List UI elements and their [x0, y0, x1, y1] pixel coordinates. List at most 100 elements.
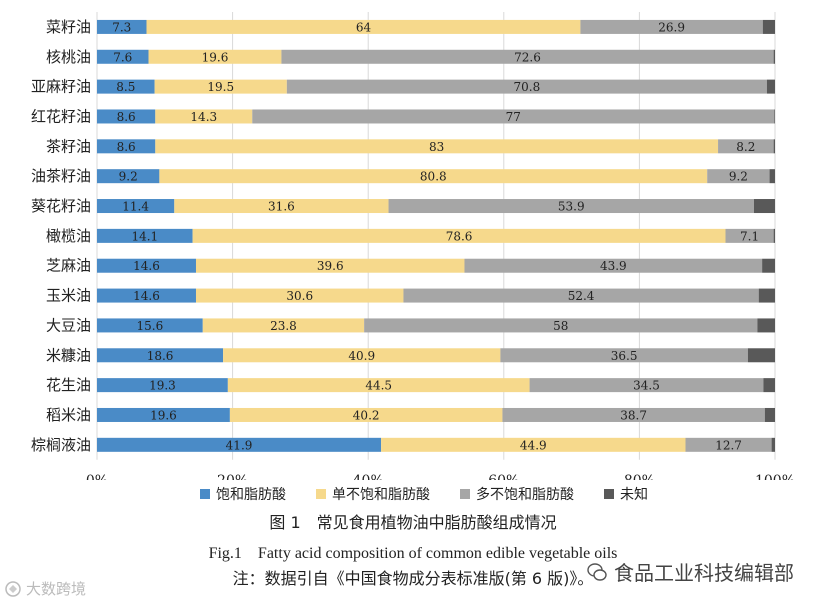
bar-segment	[718, 139, 774, 154]
data-label: 80.8	[420, 170, 447, 184]
bar-segment	[155, 109, 253, 124]
bar-segment	[159, 169, 708, 184]
legend: 饱和脂肪酸 单不饱和脂肪酸 多不饱和脂肪酸 未知	[200, 484, 720, 504]
data-label: 19.5	[207, 80, 234, 94]
data-label: 43.9	[600, 259, 627, 273]
bar-segment	[195, 258, 465, 273]
data-label: 14.3	[190, 110, 217, 124]
category-label: 橄榄油	[46, 227, 91, 245]
data-label: 19.6	[202, 50, 229, 64]
data-label: 53.9	[558, 200, 585, 214]
category-label: 花生油	[46, 376, 91, 394]
legend-swatch	[604, 489, 614, 499]
bar-segment	[227, 378, 530, 393]
bar-segment	[97, 109, 156, 124]
bar-segment	[252, 109, 775, 124]
data-label: 19.3	[149, 379, 176, 393]
legend-label: 单不饱和脂肪酸	[332, 487, 430, 503]
category-label: 亚麻籽油	[31, 78, 91, 96]
data-label: 30.6	[286, 289, 313, 303]
data-label: 52.4	[568, 289, 595, 303]
category-label: 油茶籽油	[31, 167, 91, 185]
data-label: 8.5	[116, 80, 135, 94]
bar-segment	[202, 318, 365, 333]
data-label: 34.5	[633, 379, 660, 393]
legend-swatch	[460, 489, 470, 499]
category-label: 大豆油	[46, 316, 91, 334]
bar-segment	[773, 49, 775, 64]
data-label: 12.7	[715, 438, 742, 452]
data-label: 8.6	[117, 110, 136, 124]
watermark-publisher: 食品工业科技编辑部	[586, 557, 794, 586]
data-label: 15.6	[137, 319, 164, 333]
legend-label: 饱和脂肪酸	[216, 487, 286, 503]
bar-segment	[763, 378, 775, 393]
bar-segment	[725, 228, 774, 243]
bar-segment	[757, 318, 775, 333]
bar-segment	[766, 79, 775, 94]
data-label: 39.6	[317, 259, 344, 273]
x-tick-label: 0%	[86, 473, 108, 480]
bar-segment	[773, 139, 775, 154]
bar-segment	[229, 407, 503, 422]
bar-segment	[97, 437, 382, 452]
category-label: 稻米油	[46, 406, 91, 424]
data-label: 44.5	[365, 379, 392, 393]
data-label: 41.9	[226, 438, 253, 452]
bar-segment	[580, 19, 763, 34]
data-label: 9.2	[119, 170, 138, 184]
x-tick-label: 60%	[488, 473, 519, 480]
data-label: 14.1	[131, 229, 158, 243]
legend-swatch	[316, 489, 326, 499]
bar-segment	[155, 139, 719, 154]
figure-caption-chinese: 图 1 常见食用植物油中脂肪酸组成情况	[269, 513, 557, 532]
bar-segment	[685, 437, 772, 452]
bar-segment	[148, 49, 282, 64]
wechat-icon	[587, 562, 607, 581]
legend-item-poly: 多不饱和脂肪酸	[460, 484, 574, 504]
bar-segment	[500, 348, 748, 363]
x-tick-label: 80%	[624, 473, 655, 480]
bar-segment	[97, 19, 147, 34]
bar-segment	[753, 199, 775, 214]
watermark-source-text: 大数跨境	[26, 580, 87, 598]
category-label: 棕榈液油	[31, 436, 91, 454]
bar-segment	[769, 169, 775, 184]
bar-segment	[771, 437, 775, 452]
data-label: 14.6	[133, 259, 160, 273]
data-label: 8.6	[117, 140, 136, 154]
data-label: 31.6	[268, 200, 295, 214]
data-label: 18.6	[147, 349, 174, 363]
logo-icon	[5, 580, 21, 597]
bar-segment	[529, 378, 764, 393]
data-label: 14.6	[133, 289, 160, 303]
data-label: 83	[429, 140, 444, 154]
bar-segment	[146, 19, 581, 34]
bar-segment	[764, 407, 775, 422]
bar-segment	[281, 49, 774, 64]
watermark-publisher-text: 食品工业科技编辑部	[614, 561, 794, 585]
data-label: 58	[553, 319, 568, 333]
bar-segment	[502, 407, 765, 422]
category-label: 芝麻油	[46, 257, 91, 275]
data-label: 40.9	[348, 349, 375, 363]
bar-segment	[762, 258, 775, 273]
category-label: 茶籽油	[46, 137, 91, 155]
bar-segment	[97, 318, 203, 333]
data-label: 8.2	[736, 140, 755, 154]
data-label: 9.2	[729, 170, 748, 184]
category-label: 米糠油	[46, 346, 91, 364]
data-source-note: 注：数据引自《中国食物成分表标准版(第 6 版)》。	[232, 569, 594, 588]
data-label: 78.6	[446, 229, 473, 243]
data-label: 23.8	[270, 319, 297, 333]
bar-segment	[97, 348, 224, 363]
legend-label: 未知	[620, 487, 648, 503]
bar-segment	[97, 49, 149, 64]
category-label: 红花籽油	[31, 107, 91, 125]
data-label: 44.9	[520, 438, 547, 452]
x-tick-label: 100%	[755, 473, 795, 480]
legend-item-mono: 单不饱和脂肪酸	[316, 484, 430, 504]
bar-segment	[747, 348, 775, 363]
bar-segment	[97, 139, 156, 154]
bar-segment	[97, 199, 175, 214]
